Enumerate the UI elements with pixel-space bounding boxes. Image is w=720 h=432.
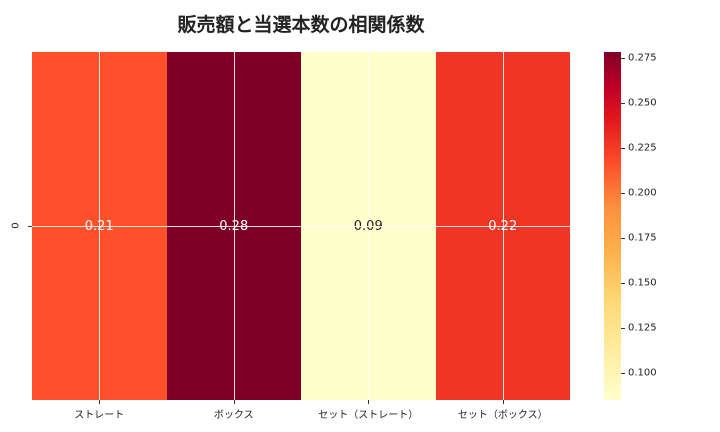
x-tick-label: ボックス (213, 410, 254, 421)
x-tick: ボックス (167, 400, 302, 421)
y-tick (28, 226, 32, 227)
colorbar-tick (621, 373, 625, 374)
x-tick: セット（ボックス） (436, 400, 571, 421)
colorbar-tick (621, 58, 625, 59)
colorbar-tick-label: 0.150 (628, 277, 657, 289)
colorbar-tick (621, 238, 625, 239)
colorbar-tick-label: 0.225 (628, 142, 657, 154)
colorbar-tick-label: 0.200 (628, 187, 657, 199)
x-tick: ストレート (32, 400, 167, 421)
grid-line (32, 226, 570, 227)
colorbar (604, 52, 621, 400)
colorbar-tick (621, 103, 625, 104)
colorbar-tick-label: 0.125 (628, 322, 657, 334)
x-tick-label: セット（ストレート） (318, 410, 419, 421)
colorbar-tick (621, 148, 625, 149)
colorbar-tick-label: 0.175 (628, 232, 657, 244)
chart-title: 販売額と当選本数の相関係数 (177, 14, 425, 36)
colorbar-tick-label: 0.100 (628, 367, 657, 379)
x-tick-label: セット（ボックス） (457, 410, 548, 421)
colorbar-tick-label: 0.250 (628, 97, 657, 109)
x-tick-label: ストレート (74, 410, 125, 421)
colorbar-tick (621, 328, 625, 329)
x-axis: ストレート ボックス セット（ストレート） セット（ボックス） (32, 400, 570, 421)
colorbar-tick (621, 193, 625, 194)
colorbar-tick-label: 0.275 (628, 52, 657, 64)
y-tick-label: 0 (10, 222, 22, 229)
x-tick: セット（ストレート） (301, 400, 436, 421)
colorbar-tick (621, 283, 625, 284)
